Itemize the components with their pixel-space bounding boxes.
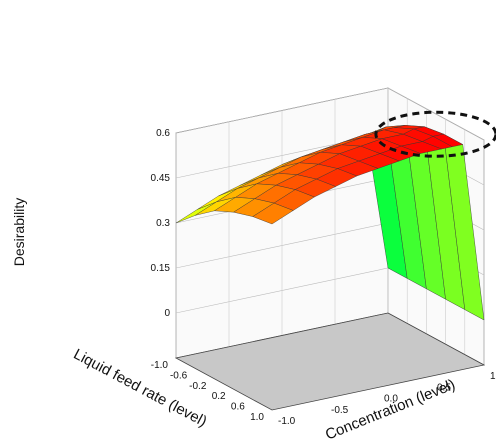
x-tick-label: 1.0 [250,412,264,423]
y-tick-label: 1.0 [490,371,496,382]
floor-plane [174,312,486,411]
axis-ticks: 00.150.30.450.6-1.0-0.6-0.20.20.61.0 -1.0… [151,128,496,427]
x-tick-label: 0.6 [231,402,245,413]
y-tick-label: 0.5 [437,382,451,393]
z-tick-label: 0 [164,308,170,319]
z-tick-label: 0.45 [151,173,171,184]
surface-plot [175,125,485,321]
x-tick-label: -0.2 [189,381,207,392]
y-tick-label: -1.0 [278,416,296,427]
z-axis-title: Desirability [11,198,27,266]
z-tick-label: 0.3 [156,218,170,229]
z-tick-label: 0.15 [151,263,171,274]
chart-floor [174,312,486,411]
x-tick-label: -0.6 [170,370,188,381]
z-tick-label: 0.6 [156,128,170,139]
x-tick-label: -1.0 [151,360,169,371]
y-tick-label: 0.0 [384,394,398,405]
x-tick-label: 0.2 [212,391,226,402]
surface-patch [252,202,294,225]
y-tick-label: -0.5 [331,405,349,416]
